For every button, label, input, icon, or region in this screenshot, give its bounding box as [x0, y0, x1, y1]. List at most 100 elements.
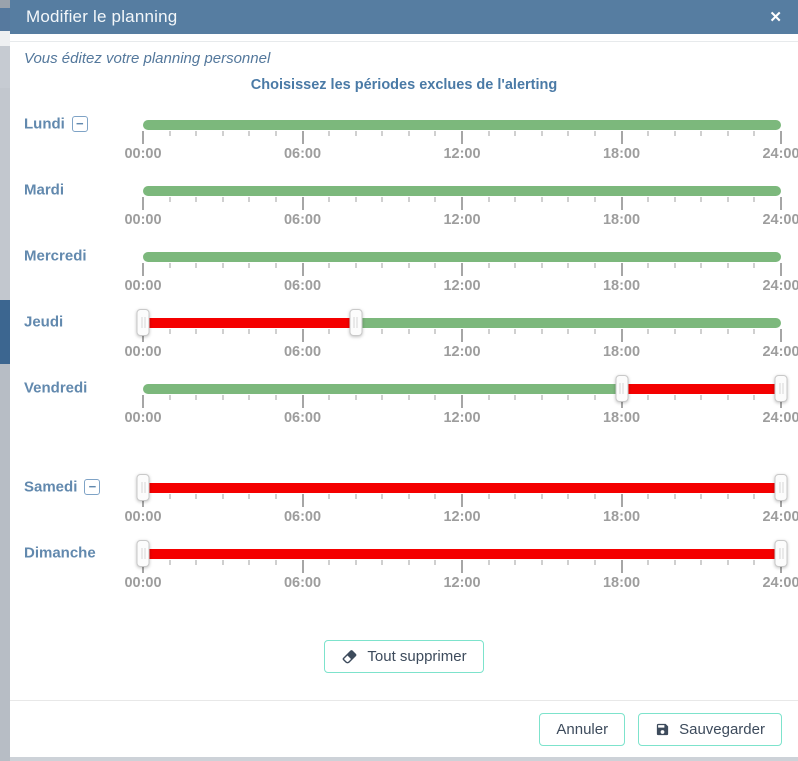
axis-tick	[753, 197, 756, 202]
axis-tick	[673, 329, 676, 334]
remove-day-button[interactable]: −	[84, 478, 101, 495]
slider-track[interactable]	[143, 120, 781, 130]
axis-tick-label: 00:00	[124, 146, 162, 162]
modal-subtitle: Vous éditez votre planning personnel	[24, 50, 271, 67]
axis-tick	[620, 263, 623, 276]
axis-tick	[407, 560, 410, 565]
axis-tick-label: 12:00	[443, 212, 481, 228]
axis-tick	[381, 197, 384, 202]
axis-tick-label: 18:00	[602, 212, 641, 228]
axis-tick	[487, 197, 490, 202]
day-label: Lundi	[24, 115, 65, 133]
axis-tick	[274, 494, 277, 499]
day-label: Mardi	[24, 181, 65, 199]
slider-axis: 00:00 06:00 12:00 18:00 24:00	[124, 559, 798, 599]
day-row: Mercredi 00:00 06:00 12:00 18:00 24:00	[10, 243, 798, 302]
axis-tick	[700, 197, 703, 202]
clear-all-button[interactable]: Tout supprimer	[324, 640, 484, 673]
axis-tick	[700, 329, 703, 334]
day-slider: 00:00 06:00 12:00 18:00 24:00	[124, 309, 798, 368]
slider-segment-green	[143, 186, 781, 196]
day-slider: 00:00 06:00 12:00 18:00 24:00	[124, 375, 798, 434]
day-label: Jeudi	[24, 313, 64, 331]
axis-tick	[487, 560, 490, 565]
save-button[interactable]: Sauvegarder	[638, 713, 782, 746]
axis-tick	[726, 197, 729, 202]
axis-tick-label: 18:00	[602, 146, 641, 162]
axis-tick	[381, 329, 384, 334]
slider-track[interactable]	[143, 252, 781, 262]
axis-tick	[195, 560, 198, 565]
slider-handle[interactable]	[136, 540, 150, 567]
axis-tick	[726, 263, 729, 268]
day-label-cell: Vendredi	[10, 375, 143, 434]
slider-track[interactable]	[143, 186, 781, 196]
axis-tick	[301, 263, 304, 276]
axis-tick	[700, 131, 703, 136]
slider-segment-red	[143, 483, 781, 493]
axis-tick	[647, 329, 650, 334]
axis-tick	[647, 197, 650, 202]
day-row: Vendredi 00:00 06:00 12:00 18:00 24:00	[10, 375, 798, 434]
cancel-button[interactable]: Annuler	[539, 713, 626, 746]
axis-tick	[221, 329, 224, 334]
axis-tick	[381, 560, 384, 565]
axis-tick	[726, 395, 729, 400]
slider-track[interactable]	[143, 549, 781, 559]
slider-handle[interactable]	[136, 309, 150, 336]
slider-segment-green	[355, 318, 781, 328]
axis-tick-label: 18:00	[602, 410, 641, 426]
modal-header: Modifier le planning ✕	[10, 0, 798, 34]
day-label: Mercredi	[24, 247, 87, 265]
axis-tick	[221, 197, 224, 202]
slider-handle[interactable]	[136, 474, 150, 501]
close-icon[interactable]: ✕	[769, 8, 782, 26]
slider-track[interactable]	[143, 318, 781, 328]
axis-tick	[301, 329, 304, 342]
axis-tick	[700, 494, 703, 499]
slider-handle[interactable]	[615, 375, 628, 402]
slider-track[interactable]	[143, 483, 781, 493]
slider-segment-green	[143, 384, 622, 394]
axis-tick	[195, 197, 198, 202]
axis-tick-label: 00:00	[124, 575, 162, 591]
day-label-cell: Lundi −	[10, 111, 143, 170]
axis-tick	[142, 263, 144, 276]
day-slider: 00:00 06:00 12:00 18:00 24:00	[124, 243, 798, 302]
axis-tick	[700, 395, 703, 400]
slider-handle[interactable]	[774, 375, 788, 402]
slider-axis: 00:00 06:00 12:00 18:00 24:00	[124, 394, 798, 434]
header-divider	[10, 41, 798, 42]
slider-track[interactable]	[143, 384, 781, 394]
axis-tick	[195, 395, 198, 400]
axis-tick	[434, 197, 437, 202]
axis-tick-label: 06:00	[283, 146, 322, 162]
axis-tick	[328, 197, 331, 202]
axis-tick	[274, 197, 277, 202]
axis-tick	[434, 494, 437, 499]
day-rows: Lundi −00:00 06:00 12:00 18:00 24:00 Mardi 00:0…	[10, 111, 798, 606]
axis-tick	[195, 263, 198, 268]
axis-tick	[461, 197, 463, 210]
axis-tick-label: 24:00	[762, 146, 798, 162]
axis-tick-label: 00:00	[124, 509, 162, 525]
axis-tick	[168, 197, 171, 202]
axis-tick	[753, 395, 756, 400]
edit-planning-modal: Modifier le planning ✕ Vous éditez votre…	[10, 0, 798, 757]
remove-day-button[interactable]: −	[71, 115, 88, 132]
axis-tick	[461, 329, 463, 342]
axis-tick	[593, 131, 596, 136]
slider-handle[interactable]	[349, 309, 363, 336]
axis-tick	[407, 131, 410, 136]
day-row: Jeudi 00:00 06:00 12:00 18:00 24:00	[10, 309, 798, 368]
axis-tick	[753, 560, 756, 565]
slider-segment-green	[143, 252, 781, 262]
slider-handle[interactable]	[774, 540, 788, 567]
axis-tick	[142, 131, 144, 144]
axis-tick	[195, 131, 198, 136]
axis-tick	[328, 494, 331, 499]
axis-tick	[673, 395, 676, 400]
axis-tick	[328, 560, 331, 565]
slider-handle[interactable]	[774, 474, 788, 501]
axis-tick	[700, 560, 703, 565]
